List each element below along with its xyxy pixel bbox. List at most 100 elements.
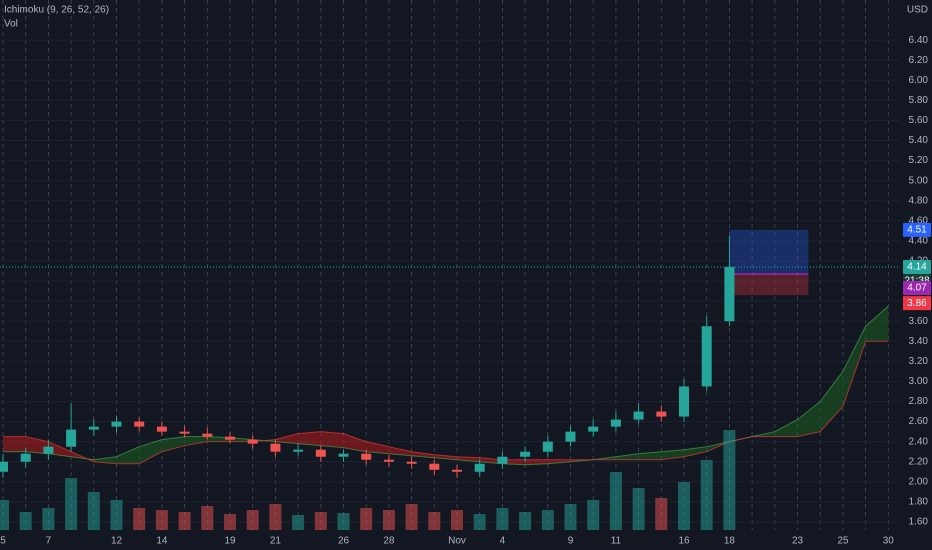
stop-tag-bg — [903, 296, 931, 311]
candle-body — [43, 446, 54, 454]
y-tick-label: 3.20 — [909, 356, 929, 367]
cloud-segment — [774, 419, 798, 437]
x-tick-label: 18 — [724, 536, 736, 547]
cloud-line — [3, 340, 889, 465]
volume-bar — [42, 508, 55, 530]
y-tick-label: 1.80 — [909, 497, 929, 508]
x-tick-label: 30 — [883, 536, 895, 547]
cloud-segment — [275, 433, 299, 444]
volume-bar — [723, 430, 736, 530]
candle-body — [679, 386, 689, 417]
volume-bar — [133, 508, 146, 530]
candle-body — [701, 326, 712, 387]
cloud-segment — [479, 457, 503, 464]
cloud-segment — [842, 326, 866, 407]
cloud-segment — [457, 456, 480, 462]
volume-bar — [337, 513, 350, 530]
cloud-segment — [298, 431, 321, 446]
y-tick-label: 4.80 — [909, 195, 929, 206]
cloud-line — [3, 305, 889, 466]
entry-tag-bg — [903, 281, 931, 296]
cloud-segment — [139, 439, 162, 464]
cloud-segment — [525, 459, 548, 465]
cloud-segment — [207, 436, 230, 442]
candle-body — [88, 426, 99, 430]
candle-body — [315, 449, 326, 457]
cloud-segment — [184, 436, 208, 446]
x-tick-label: 16 — [678, 536, 690, 547]
y-tick-label: 4.40 — [909, 236, 929, 247]
candle-body — [610, 419, 621, 427]
entry-tag: 4.07 — [907, 283, 927, 294]
last-price-tag: 4.14 — [907, 262, 927, 273]
cloud-segment — [820, 371, 843, 432]
volume-bar — [496, 508, 509, 530]
candle-body — [293, 449, 304, 452]
x-tick-label: 19 — [224, 536, 236, 547]
candle-body — [429, 463, 440, 470]
candle-body — [338, 453, 349, 457]
target-tag: 4.51 — [907, 225, 927, 236]
candle-body — [542, 441, 553, 452]
cloud-segment — [502, 459, 526, 465]
x-tick-label: 21 — [270, 536, 282, 547]
cloud-segment — [161, 436, 185, 452]
volume-bar — [19, 512, 32, 530]
y-tick-label: 4.60 — [909, 215, 929, 226]
cloud-segment — [388, 446, 412, 456]
y-tick-label: 5.80 — [909, 95, 929, 106]
cloud-segment — [865, 306, 889, 342]
y-tick-label: 2.20 — [909, 456, 929, 467]
cloud-segment — [797, 401, 821, 437]
x-tick-label: 11 — [611, 536, 622, 547]
candle-body — [111, 421, 122, 427]
y-tick-label: 5.40 — [909, 135, 929, 146]
volume-bar — [632, 488, 645, 530]
indicator-label: Ichimoku (9, 26, 52, 26) — [4, 5, 109, 16]
target-tag-bg — [903, 222, 931, 237]
y-tick-label: 5.60 — [909, 115, 929, 126]
volume-bar — [269, 504, 282, 530]
y-tick-label: 6.00 — [909, 75, 929, 86]
volume-bar — [678, 482, 690, 530]
y-tick-label: 1.60 — [909, 517, 929, 528]
candle-body — [156, 426, 167, 432]
volume-bar — [519, 512, 532, 530]
volume-bar — [473, 514, 486, 530]
volume-bar — [655, 498, 668, 530]
cloud-segment — [116, 446, 140, 464]
volume-bar — [541, 510, 554, 530]
y-tick-label: 3.40 — [909, 336, 929, 347]
x-tick-label: 14 — [156, 536, 168, 547]
candle-body — [588, 426, 599, 432]
volume-bar — [178, 512, 191, 530]
candle-body — [452, 469, 462, 472]
candle-body — [565, 431, 576, 442]
x-tick-label: 26 — [338, 536, 350, 547]
volume-bar — [292, 515, 305, 530]
cloud-segment — [3, 436, 26, 452]
x-tick-label: 4 — [500, 536, 506, 547]
y-tick-label: 5.00 — [909, 175, 929, 186]
y-tick-label: 3.00 — [909, 376, 929, 387]
volume-bar — [110, 500, 123, 530]
volume-bar — [360, 508, 373, 530]
volume-bar — [451, 510, 463, 530]
y-tick-label: 3.60 — [909, 316, 929, 327]
candle-body — [0, 461, 8, 472]
volume-bar — [382, 510, 395, 530]
candle-body — [225, 436, 235, 440]
cloud-segment — [434, 454, 457, 460]
candle-body — [179, 431, 190, 434]
candle-body — [406, 461, 417, 464]
cloud-segment — [366, 441, 389, 454]
volume-bar — [246, 510, 259, 530]
volume-bar — [155, 510, 168, 530]
y-tick-label: 6.40 — [909, 35, 929, 46]
y-tick-label: 2.80 — [909, 396, 929, 407]
volume-bar — [224, 514, 236, 530]
candle-body — [656, 411, 667, 417]
volume-bar — [428, 512, 441, 530]
